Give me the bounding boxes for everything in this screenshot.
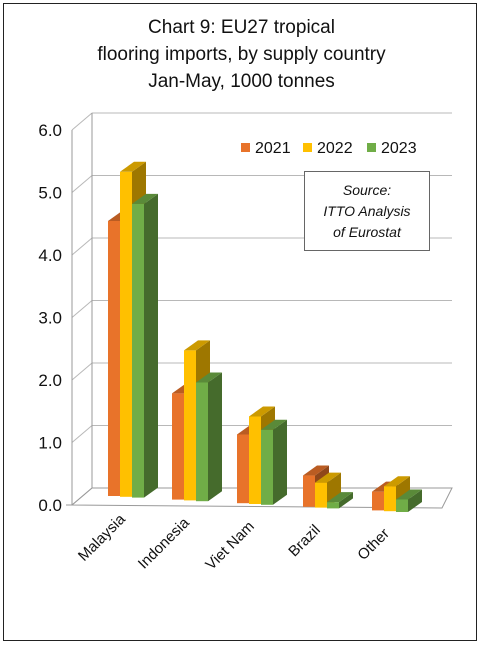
bar-indonesia-2023-side bbox=[208, 372, 222, 502]
legend-label-2022: 2022 bbox=[317, 140, 353, 157]
y-tick-label: 6.0 bbox=[38, 121, 62, 140]
gridline-side bbox=[71, 112, 93, 131]
bar-viet-nam-2023-side bbox=[273, 419, 287, 505]
x-tick-label: Indonesia bbox=[135, 514, 193, 572]
bar-viet-nam-2023-top bbox=[261, 419, 287, 430]
chart-title-line-3: Jan-May, 1000 tonnes bbox=[148, 71, 335, 92]
bar-viet-nam-2021 bbox=[237, 434, 249, 504]
y-tick-label: 4.0 bbox=[38, 246, 62, 265]
source-note: Source: ITTO Analysis of Eurostat bbox=[304, 171, 430, 251]
y-tick-label: 0.0 bbox=[38, 496, 62, 515]
bar-viet-nam-2022 bbox=[249, 416, 261, 504]
bar-brazil-2021 bbox=[303, 475, 315, 507]
legend-swatch-2021 bbox=[241, 143, 250, 152]
chart-title-line-2: flooring imports, by supply country bbox=[97, 44, 386, 65]
y-tick-label: 5.0 bbox=[38, 184, 62, 203]
bar-viet-nam-2023 bbox=[261, 429, 273, 505]
bar-other-2023-side bbox=[408, 489, 422, 512]
bar-indonesia-2021 bbox=[172, 393, 184, 500]
gridline-side bbox=[71, 237, 93, 256]
gridline-side bbox=[71, 425, 93, 443]
bar-other-2021 bbox=[372, 491, 384, 511]
bar-malaysia-2023-top bbox=[132, 193, 158, 204]
y-tick-label: 2.0 bbox=[38, 371, 62, 390]
gridline-side bbox=[71, 300, 93, 318]
bar-other-2022 bbox=[384, 486, 396, 512]
bar-brazil-2022-top bbox=[315, 472, 341, 483]
chart-title-line-1: Chart 9: EU27 tropical bbox=[148, 17, 335, 38]
gridline-side bbox=[71, 362, 93, 381]
bar-viet-nam-2022-top bbox=[249, 406, 275, 417]
bar-brazil-2023 bbox=[327, 502, 339, 509]
bar-malaysia-2022 bbox=[120, 171, 132, 497]
bar-malaysia-2022-top bbox=[120, 161, 146, 172]
bar-other-2023-top bbox=[396, 489, 422, 500]
bar-indonesia-2022-top bbox=[184, 340, 210, 351]
bar-indonesia-2023-top bbox=[196, 372, 222, 383]
x-tick-label: Viet Nam bbox=[202, 518, 257, 573]
chart-frame bbox=[3, 3, 477, 641]
bar-brazil-2022 bbox=[315, 482, 327, 508]
legend-swatch-2022 bbox=[303, 143, 312, 152]
legend-label-2021: 2021 bbox=[255, 140, 291, 157]
bar-indonesia-2023 bbox=[196, 382, 208, 502]
y-tick-label: 3.0 bbox=[38, 309, 62, 328]
legend-label-2023: 2023 bbox=[381, 140, 417, 157]
bar-malaysia-2023 bbox=[132, 203, 144, 498]
bar-other-2023 bbox=[396, 499, 408, 512]
source-line-2: ITTO Analysis bbox=[323, 203, 411, 219]
x-tick-label: Malaysia bbox=[75, 510, 129, 564]
y-tick-label: 1.0 bbox=[38, 434, 62, 453]
x-tick-label: Other bbox=[354, 525, 393, 564]
bar-brazil-2023-side bbox=[339, 492, 353, 509]
gridline-side bbox=[71, 175, 93, 193]
x-tick-label: Brazil bbox=[285, 522, 324, 561]
bar-brazil-2021-top bbox=[303, 465, 329, 476]
source-line-3: of Eurostat bbox=[333, 224, 401, 240]
bar-indonesia-2022 bbox=[184, 350, 196, 501]
bar-brazil-2023-top bbox=[327, 492, 353, 503]
bar-other-2022-top bbox=[384, 476, 410, 487]
legend-swatch-2023 bbox=[367, 143, 376, 152]
bar-malaysia-2021 bbox=[108, 221, 120, 496]
source-line-1: Source: bbox=[342, 182, 392, 198]
bar-malaysia-2023-side bbox=[144, 193, 158, 498]
